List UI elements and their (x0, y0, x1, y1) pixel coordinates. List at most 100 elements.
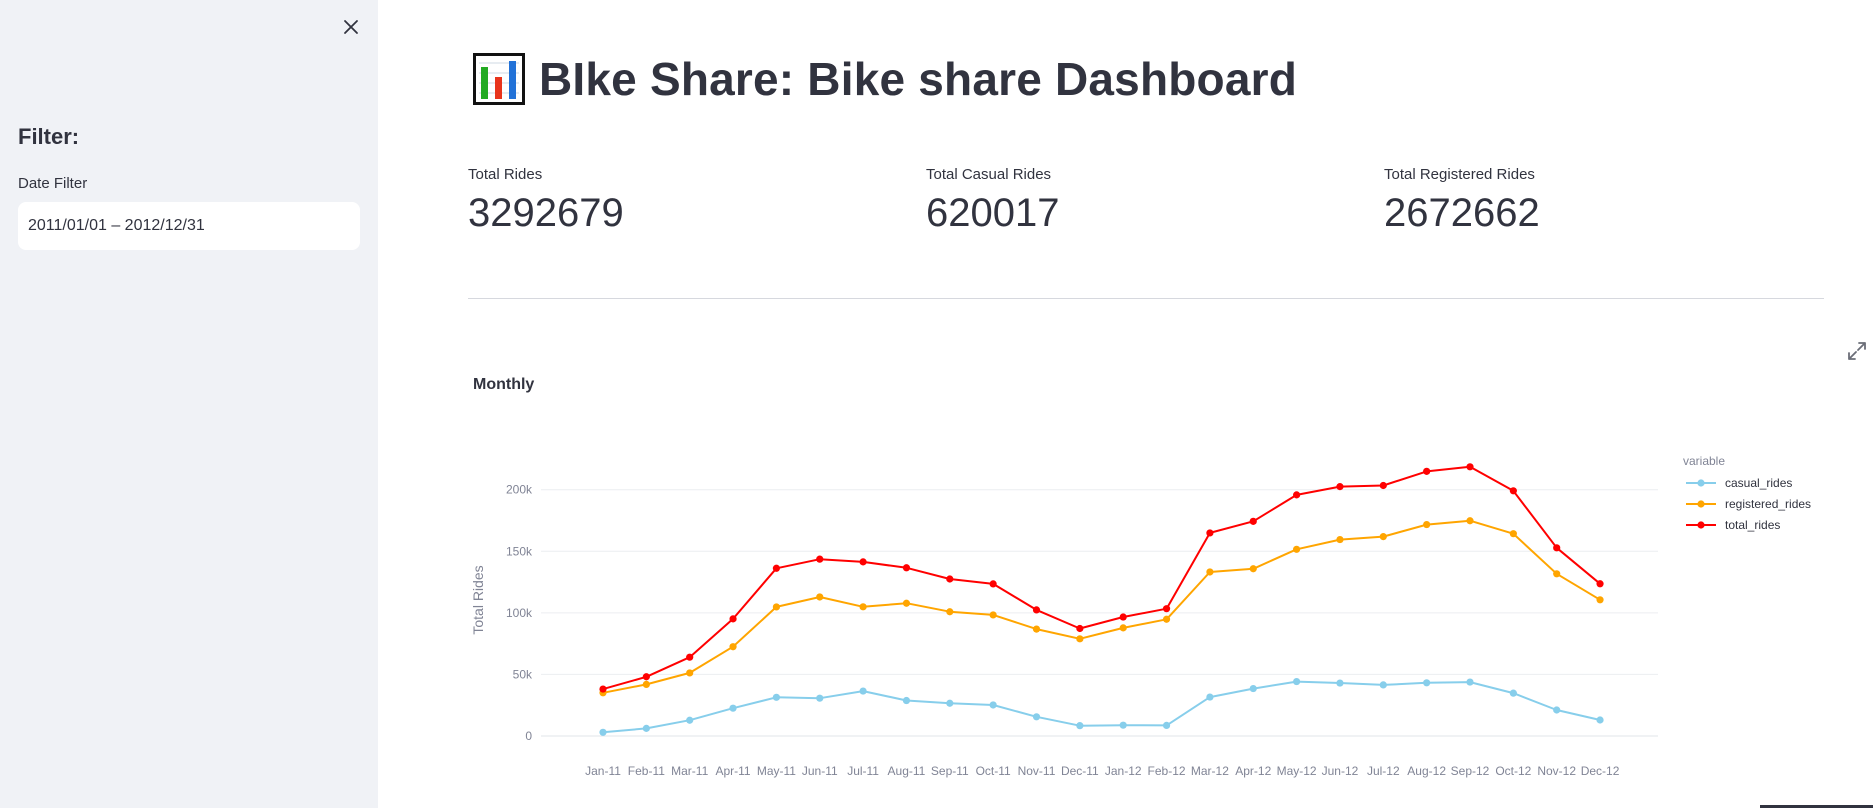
date-filter-value: 2011/01/01 – 2012/12/31 (28, 217, 205, 234)
data-point-registered-rides[interactable] (1293, 545, 1301, 553)
data-point-casual-rides[interactable] (1509, 689, 1517, 697)
data-point-casual-rides[interactable] (1423, 679, 1431, 687)
data-point-casual-rides[interactable] (686, 716, 694, 724)
data-point-casual-rides[interactable] (1379, 681, 1387, 689)
data-point-registered-rides[interactable] (1032, 625, 1041, 633)
filter-heading: Filter: (18, 124, 80, 149)
legend-title: variable (1683, 454, 1725, 468)
data-point-casual-rides[interactable] (989, 701, 997, 709)
data-point-registered-rides[interactable] (772, 603, 781, 611)
data-point-casual-rides[interactable] (1076, 722, 1084, 730)
data-point-total-rides[interactable] (1336, 483, 1344, 491)
x-tick-label: Dec-12 (1581, 764, 1620, 778)
data-point-registered-rides[interactable] (1423, 520, 1431, 529)
data-point-registered-rides[interactable] (816, 593, 824, 601)
data-point-registered-rides[interactable] (642, 680, 650, 689)
data-point-total-rides[interactable] (1249, 517, 1257, 525)
data-point-total-rides[interactable] (946, 575, 954, 583)
data-point-registered-rides[interactable] (1553, 570, 1561, 578)
data-point-casual-rides[interactable] (772, 693, 781, 701)
data-point-total-rides[interactable] (1162, 605, 1171, 613)
data-point-total-rides[interactable] (902, 564, 911, 572)
bar-chart-icon (473, 53, 525, 105)
x-tick-label: Oct-11 (976, 764, 1011, 778)
data-point-casual-rides[interactable] (1553, 706, 1561, 714)
x-tick-label: Nov-12 (1537, 764, 1576, 778)
data-point-total-rides[interactable] (859, 558, 867, 566)
metric-value: 2672662 (1384, 191, 1540, 235)
data-point-total-rides[interactable] (686, 653, 694, 661)
data-point-registered-rides[interactable] (1379, 533, 1387, 541)
metric-label: Total Registered Rides (1384, 166, 1535, 183)
data-point-registered-rides[interactable] (902, 599, 911, 607)
data-point-casual-rides[interactable] (642, 724, 650, 732)
data-point-registered-rides[interactable] (1509, 530, 1517, 538)
data-point-total-rides[interactable] (1293, 491, 1301, 499)
data-point-registered-rides[interactable] (989, 611, 997, 619)
data-point-total-rides[interactable] (1379, 481, 1387, 490)
data-point-registered-rides[interactable] (1162, 615, 1171, 623)
data-point-total-rides[interactable] (989, 580, 997, 588)
x-tick-label: Oct-12 (1495, 764, 1531, 778)
metric-value: 620017 (926, 191, 1060, 235)
data-point-total-rides[interactable] (772, 564, 781, 572)
data-point-total-rides[interactable] (1509, 487, 1517, 495)
x-tick-label: Jul-11 (847, 764, 879, 778)
data-point-total-rides[interactable] (1206, 529, 1214, 537)
series-line-registered-rides (602, 519, 1601, 694)
legend-item-registered-rides[interactable]: registered_rides (1686, 497, 1811, 511)
data-point-total-rides[interactable] (816, 555, 824, 563)
date-filter-input[interactable]: 2011/01/01 – 2012/12/31 (18, 202, 360, 250)
data-point-casual-rides[interactable] (1206, 693, 1214, 701)
data-point-casual-rides[interactable] (1249, 684, 1257, 693)
data-point-casual-rides[interactable] (1293, 677, 1301, 686)
metric-label: Total Casual Rides (926, 166, 1052, 183)
divider (468, 298, 1824, 299)
data-point-registered-rides[interactable] (729, 643, 737, 651)
data-point-total-rides[interactable] (1032, 606, 1041, 614)
data-point-casual-rides[interactable] (859, 687, 867, 695)
data-point-casual-rides[interactable] (1466, 678, 1474, 686)
data-point-registered-rides[interactable] (859, 603, 867, 611)
data-point-total-rides[interactable] (1466, 463, 1474, 471)
data-point-registered-rides[interactable] (1336, 535, 1344, 544)
data-point-casual-rides[interactable] (1032, 713, 1041, 721)
data-point-registered-rides[interactable] (1076, 635, 1084, 643)
data-point-casual-rides[interactable] (816, 694, 824, 702)
metric-total-rides: Total Rides 3292679 (468, 166, 624, 236)
close-sidebar-button[interactable] (338, 14, 364, 40)
data-point-total-rides[interactable] (729, 615, 737, 623)
data-point-casual-rides[interactable] (902, 696, 911, 705)
data-point-registered-rides[interactable] (1249, 565, 1257, 573)
data-point-registered-rides[interactable] (686, 669, 694, 677)
legend-item-total-rides[interactable]: total_rides (1686, 518, 1780, 532)
data-point-total-rides[interactable] (599, 685, 607, 693)
data-point-total-rides[interactable] (642, 673, 650, 681)
data-point-registered-rides[interactable] (1206, 568, 1214, 576)
data-point-casual-rides[interactable] (1336, 679, 1344, 687)
data-point-total-rides[interactable] (1076, 624, 1084, 633)
data-point-casual-rides[interactable] (1119, 721, 1127, 729)
data-point-total-rides[interactable] (1119, 613, 1127, 621)
sidebar: Filter: Date Filter 2011/01/01 – 2012/12… (0, 0, 378, 808)
data-point-total-rides[interactable] (1553, 544, 1561, 552)
data-point-total-rides[interactable] (1596, 580, 1604, 588)
data-point-casual-rides[interactable] (729, 704, 737, 712)
data-point-casual-rides[interactable] (1162, 721, 1171, 730)
data-point-registered-rides[interactable] (1119, 624, 1127, 632)
y-tick-label: 150k (506, 544, 533, 558)
metric-value: 3292679 (468, 191, 624, 235)
legend-label: registered_rides (1725, 497, 1811, 511)
x-tick-label: Feb-11 (628, 764, 665, 778)
data-point-registered-rides[interactable] (1466, 517, 1474, 525)
page-title: BIke Share: Bike share Dashboard (539, 53, 1298, 105)
data-point-registered-rides[interactable] (946, 608, 954, 616)
data-point-registered-rides[interactable] (1596, 596, 1604, 604)
legend-item-casual-rides[interactable]: casual_rides (1686, 476, 1792, 490)
data-point-total-rides[interactable] (1423, 467, 1431, 475)
fullscreen-icon[interactable] (1846, 340, 1868, 362)
data-point-casual-rides[interactable] (946, 699, 954, 707)
x-tick-label: Feb-12 (1148, 764, 1186, 778)
data-point-casual-rides[interactable] (1596, 716, 1604, 724)
data-point-casual-rides[interactable] (599, 728, 607, 736)
